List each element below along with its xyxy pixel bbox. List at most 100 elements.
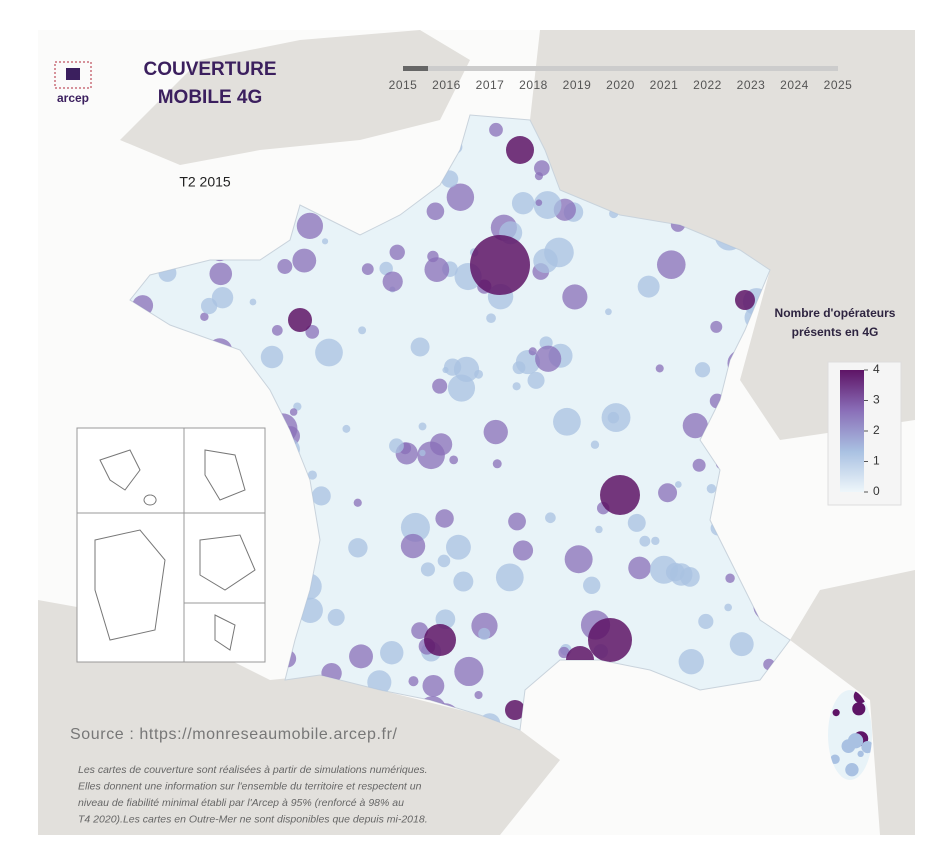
coverage-blob (400, 533, 426, 559)
timeline-year: 2016 (432, 78, 461, 92)
coverage-blob (288, 308, 312, 332)
coverage-blob (305, 325, 320, 339)
timeline-year: 2024 (780, 78, 809, 92)
coverage-blob (429, 433, 453, 456)
coverage-blob (710, 320, 723, 333)
coverage-blob (535, 199, 543, 206)
legend-box (827, 361, 902, 506)
coverage-blob (486, 313, 496, 324)
coverage-blob (315, 338, 343, 367)
coverage-blob (470, 235, 530, 295)
coverage-blob (508, 512, 526, 531)
coverage-blob (492, 459, 502, 469)
coverage-blob (857, 750, 864, 758)
title: MOBILE 4G (158, 87, 263, 108)
coverage-blob (382, 271, 403, 292)
coverage-blob (535, 345, 562, 372)
coverage-blob (400, 512, 430, 542)
coverage-blob (367, 670, 392, 695)
coverage-blob (658, 483, 678, 503)
coverage-blob (361, 263, 374, 276)
coverage-blob (478, 627, 491, 640)
coverage-blob (651, 536, 660, 546)
timeline-progress (403, 66, 428, 71)
coverage-blob (311, 486, 331, 506)
coverage-blob (628, 556, 651, 580)
coverage-blob (426, 202, 445, 221)
coverage-blob (511, 191, 535, 215)
coverage-blob (358, 326, 367, 335)
timeline-year: 2025 (824, 78, 853, 92)
coverage-blob (847, 733, 864, 749)
coverage-blob (698, 613, 714, 630)
coverage-blob (209, 262, 233, 286)
coverage-blob (527, 371, 545, 389)
coverage-blob (512, 382, 521, 391)
coverage-blob (321, 238, 329, 245)
legend-tick-label: 1 (873, 454, 880, 468)
coverage-blob (424, 624, 456, 656)
timeline-year: 2023 (737, 78, 766, 92)
coverage-blob (583, 576, 601, 595)
coverage-blob (694, 362, 711, 378)
insets (76, 427, 266, 663)
coverage-blob (435, 509, 454, 528)
coverage-blob (342, 424, 351, 433)
coverage-blob (296, 212, 324, 240)
coverage-blob (729, 632, 754, 657)
coverage-blob (830, 754, 840, 765)
legend-tick-label: 2 (873, 423, 880, 437)
coverage-blob (656, 250, 686, 279)
note-line: T4 2020).Les cartes en Outre-Mer ne sont… (78, 813, 428, 825)
coverage-blob (260, 345, 284, 369)
legend-title: Nombre d'opérateurs (775, 306, 896, 320)
coverage-blob (353, 498, 362, 507)
coverage-blob (706, 484, 717, 494)
coverage-blob (437, 554, 451, 568)
coverage-blob (327, 608, 345, 626)
coverage-blob (545, 512, 556, 524)
coverage-blob (506, 136, 534, 164)
coverage-blob (558, 646, 570, 659)
logo-text: arcep (57, 91, 89, 105)
coverage-blob (389, 438, 404, 454)
coverage-blob (515, 349, 541, 375)
coverage-blob (410, 337, 430, 357)
coverage-blob (454, 656, 484, 687)
coverage-blob (474, 690, 483, 700)
coverage-blob (600, 475, 640, 515)
coverage-blob (675, 481, 682, 488)
coverage-blob (639, 535, 651, 547)
source: Source : https://monreseaumobile.arcep.f… (70, 726, 398, 743)
coverage-blob (307, 470, 317, 480)
coverage-blob (483, 419, 508, 445)
coverage-blob (408, 676, 419, 687)
coverage-blob (211, 286, 234, 309)
coverage-blob (453, 571, 474, 592)
timeline-year: 2018 (519, 78, 548, 92)
coverage-blob (379, 261, 393, 276)
note-line: niveau de fiabilité minimal établi par l… (78, 797, 404, 809)
coverage-blob (595, 525, 603, 534)
coverage-blob (852, 702, 866, 716)
color-bar (840, 370, 864, 492)
coverage-blob (446, 183, 475, 211)
legend-tick-label: 0 (873, 484, 880, 498)
coverage-blob (655, 364, 664, 373)
coverage-blob (601, 403, 631, 433)
coverage-blob (418, 422, 427, 431)
coverage-blob (389, 244, 405, 260)
coverage-blob (495, 563, 524, 592)
coverage-blob (443, 358, 462, 376)
coverage-blob (637, 275, 660, 298)
timeline-year: 2015 (389, 78, 418, 92)
coverage-blob (200, 312, 209, 322)
coverage-blob (649, 555, 678, 584)
timeline-year: 2019 (563, 78, 592, 92)
coverage-blob (627, 513, 646, 532)
note-line: Les cartes de couverture sont réalisées … (78, 764, 428, 776)
coverage-blob (845, 763, 859, 777)
coverage-blob (605, 308, 612, 316)
timeline-track[interactable] (403, 66, 838, 71)
